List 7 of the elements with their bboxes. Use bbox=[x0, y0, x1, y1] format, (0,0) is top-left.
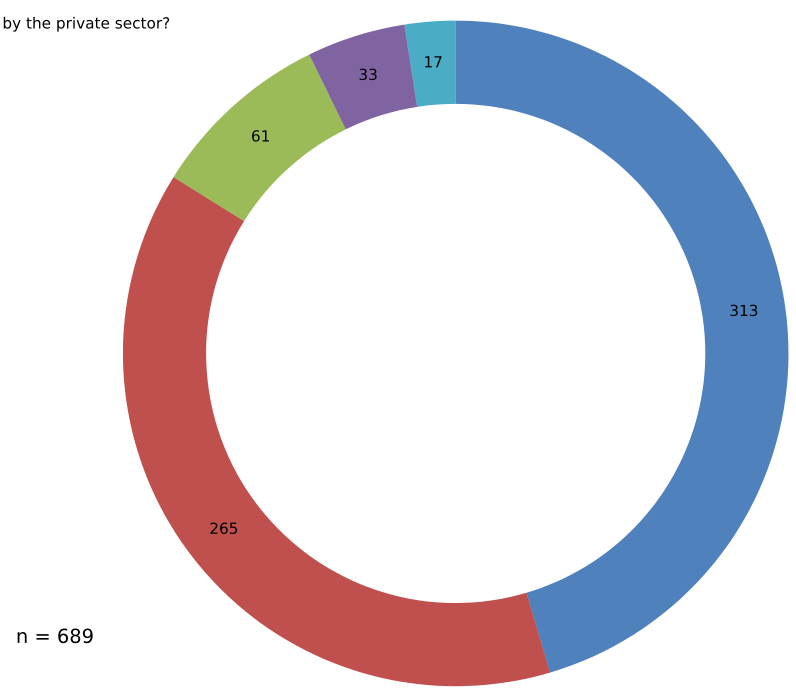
data-label: 33 bbox=[360, 68, 377, 80]
data-label: 265 bbox=[210, 522, 238, 534]
chart-title: by the private sector? bbox=[4, 16, 170, 32]
data-label: 313 bbox=[730, 304, 758, 316]
data-label: 17 bbox=[425, 56, 442, 68]
text: n = 689 bbox=[18, 628, 93, 644]
data-label: 61 bbox=[252, 130, 269, 142]
